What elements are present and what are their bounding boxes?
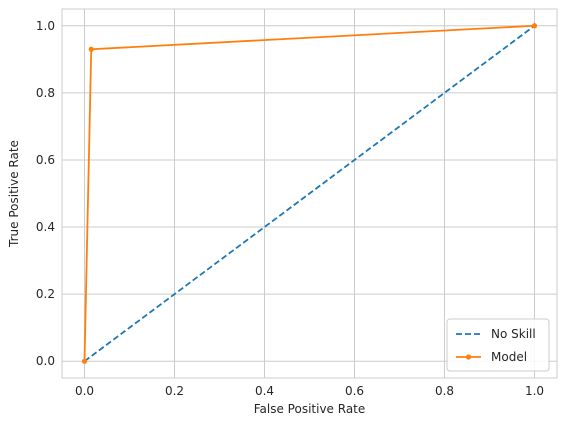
y-tick-label: 0.6 xyxy=(36,153,55,167)
legend-label-model: Model xyxy=(491,350,527,364)
y-tick-labels: 0.0 0.2 0.4 0.6 0.8 1.0 xyxy=(36,19,55,368)
x-tick-label: 0.4 xyxy=(255,384,274,398)
legend-label-no-skill: No Skill xyxy=(491,327,536,341)
series-line-no-skill xyxy=(83,25,536,362)
y-axis-label: True Positive Rate xyxy=(7,140,21,248)
y-tick-label: 0.8 xyxy=(36,86,55,100)
y-tick-label: 0.2 xyxy=(36,287,55,301)
x-tick-labels: 0.0 0.2 0.4 0.6 0.8 1.0 xyxy=(75,384,544,398)
y-tick-label: 0.4 xyxy=(36,220,55,234)
x-tick-label: 0.6 xyxy=(345,384,364,398)
x-tick-label: 0.0 xyxy=(75,384,94,398)
series-layer xyxy=(81,23,538,364)
data-point-model xyxy=(531,23,538,29)
y-tick-label: 0.0 xyxy=(36,354,55,368)
legend: No Skill Model xyxy=(446,318,550,372)
x-axis-label: False Positive Rate xyxy=(254,402,366,416)
legend-box xyxy=(446,318,550,372)
x-tick-label: 0.8 xyxy=(435,384,454,398)
x-tick-label: 0.2 xyxy=(165,384,184,398)
y-tick-label: 1.0 xyxy=(36,19,55,33)
x-tick-label: 1.0 xyxy=(525,384,544,398)
legend-marker-model xyxy=(465,354,472,360)
data-point-model xyxy=(81,358,88,364)
data-point-model xyxy=(88,46,94,52)
